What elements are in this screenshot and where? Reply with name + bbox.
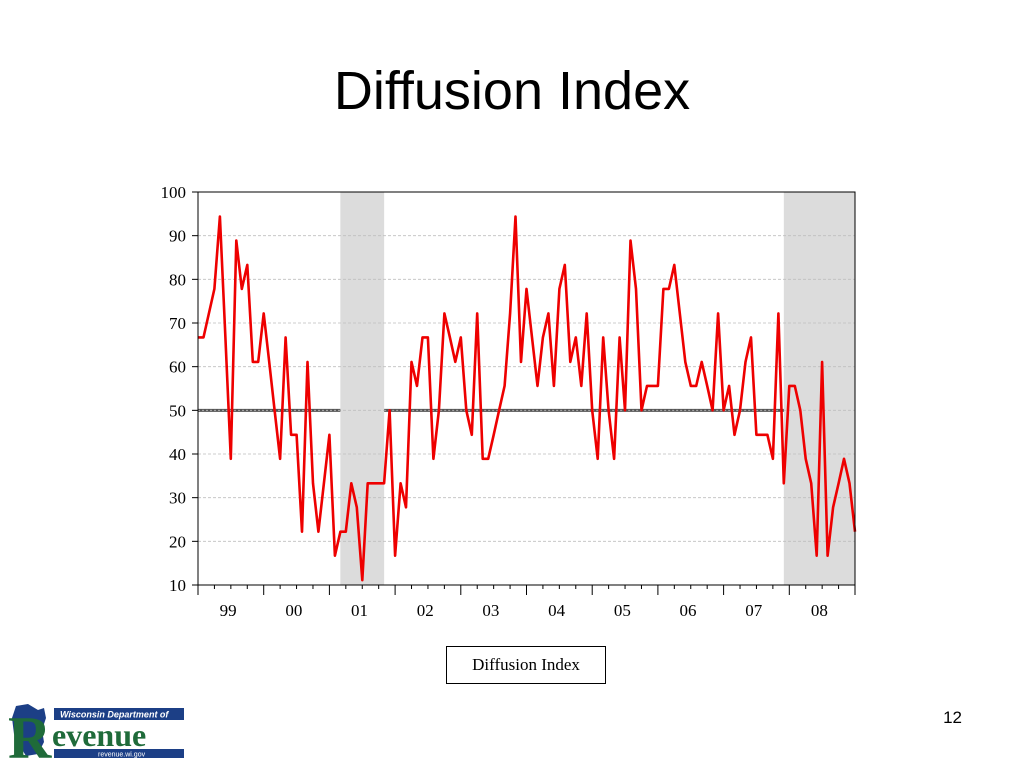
y-tick-label-30: 30 xyxy=(169,489,186,508)
x-tick-label-99: 99 xyxy=(220,601,237,620)
logo-bottom-text: revenue.wi.gov xyxy=(98,752,146,759)
x-tick-label-03: 03 xyxy=(482,601,499,620)
y-tick-labels: 10 20 30 40 50 60 70 80 90 100 xyxy=(161,183,187,595)
logo-big-letter: R xyxy=(8,705,52,762)
y-tick-label-50: 50 xyxy=(169,401,186,420)
legend-entry: Diffusion Index xyxy=(472,655,580,674)
series-line-diffusion-index xyxy=(198,215,857,582)
x-tick-label-04: 04 xyxy=(548,601,566,620)
logo-top-band xyxy=(54,708,184,720)
page-number: 12 xyxy=(943,708,962,727)
y-tick-label-40: 40 xyxy=(169,445,186,464)
logo-bottom-band xyxy=(54,749,184,758)
series-group xyxy=(197,215,857,582)
x-tick-label-02: 02 xyxy=(417,601,434,620)
x-tick-label-07: 07 xyxy=(745,601,763,620)
x-tick-label-06: 06 xyxy=(680,601,697,620)
y-tick-label-70: 70 xyxy=(169,314,186,333)
y-tick-label-100: 100 xyxy=(161,183,187,202)
y-tick-label-80: 80 xyxy=(169,270,186,289)
plot-frame xyxy=(197,191,856,586)
recession-shading xyxy=(340,192,855,585)
y-tick-label-20: 20 xyxy=(169,532,186,551)
y-tick-label-60: 60 xyxy=(169,358,186,377)
y-tick-label-90: 90 xyxy=(169,227,186,246)
x-tick-label-05: 05 xyxy=(614,601,631,620)
logo-word: evenue xyxy=(52,717,146,753)
slide-title: Diffusion Index xyxy=(333,61,691,121)
x-tick-label-00: 00 xyxy=(285,601,302,620)
chart-legend: Diffusion Index xyxy=(446,646,606,684)
gridlines xyxy=(198,235,855,542)
y-tick-label-10: 10 xyxy=(169,576,186,595)
axes xyxy=(192,191,856,595)
x-tick-labels: 99 00 01 02 03 04 05 06 07 08 xyxy=(220,601,828,620)
wisconsin-revenue-logo: R Wisconsin Department of evenue revenue… xyxy=(8,704,184,762)
x-tick-label-08: 08 xyxy=(811,601,828,620)
wisconsin-state-shape xyxy=(12,704,46,756)
logo-top-text: Wisconsin Department of xyxy=(60,710,169,720)
x-tick-label-01: 01 xyxy=(351,601,368,620)
